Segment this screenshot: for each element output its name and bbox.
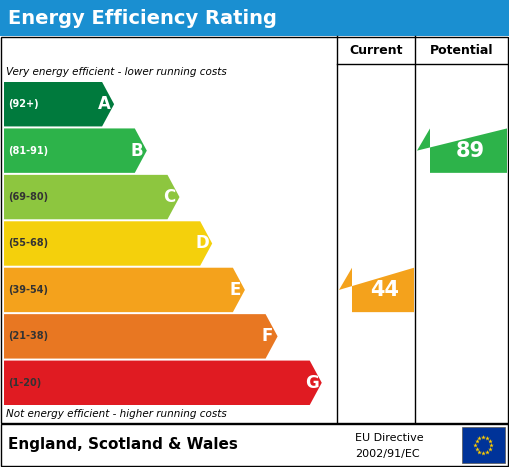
Bar — [0, 0, 509, 36]
Polygon shape — [417, 128, 507, 173]
Text: England, Scotland & Wales: England, Scotland & Wales — [8, 438, 238, 453]
Text: Energy Efficiency Rating: Energy Efficiency Rating — [8, 8, 277, 28]
Polygon shape — [4, 314, 277, 359]
Polygon shape — [4, 221, 212, 266]
Text: D: D — [195, 234, 209, 253]
Text: Not energy efficient - higher running costs: Not energy efficient - higher running co… — [6, 409, 227, 419]
Text: EU Directive: EU Directive — [355, 433, 423, 443]
Text: A: A — [98, 95, 110, 113]
Polygon shape — [4, 82, 114, 127]
Text: G: G — [305, 374, 319, 392]
Text: (69-80): (69-80) — [8, 192, 48, 202]
Text: Potential: Potential — [430, 43, 494, 57]
Text: (81-91): (81-91) — [8, 146, 48, 156]
Polygon shape — [4, 175, 180, 219]
Text: F: F — [262, 327, 273, 346]
Text: (55-68): (55-68) — [8, 239, 48, 248]
Polygon shape — [4, 128, 147, 173]
Text: (39-54): (39-54) — [8, 285, 48, 295]
Text: Current: Current — [349, 43, 403, 57]
Bar — [1, 424, 508, 466]
Text: 89: 89 — [456, 141, 485, 161]
Bar — [1, 37, 508, 423]
Text: Very energy efficient - lower running costs: Very energy efficient - lower running co… — [6, 67, 227, 77]
Text: (21-38): (21-38) — [8, 332, 48, 341]
Text: C: C — [163, 188, 176, 206]
Polygon shape — [339, 268, 414, 312]
Text: (92+): (92+) — [8, 99, 39, 109]
Text: (1-20): (1-20) — [8, 378, 41, 388]
Text: 2002/91/EC: 2002/91/EC — [355, 449, 419, 459]
Text: 44: 44 — [371, 280, 400, 300]
Polygon shape — [4, 268, 245, 312]
Text: E: E — [229, 281, 241, 299]
Text: B: B — [130, 142, 143, 160]
Polygon shape — [4, 361, 322, 405]
Bar — [462, 427, 505, 463]
